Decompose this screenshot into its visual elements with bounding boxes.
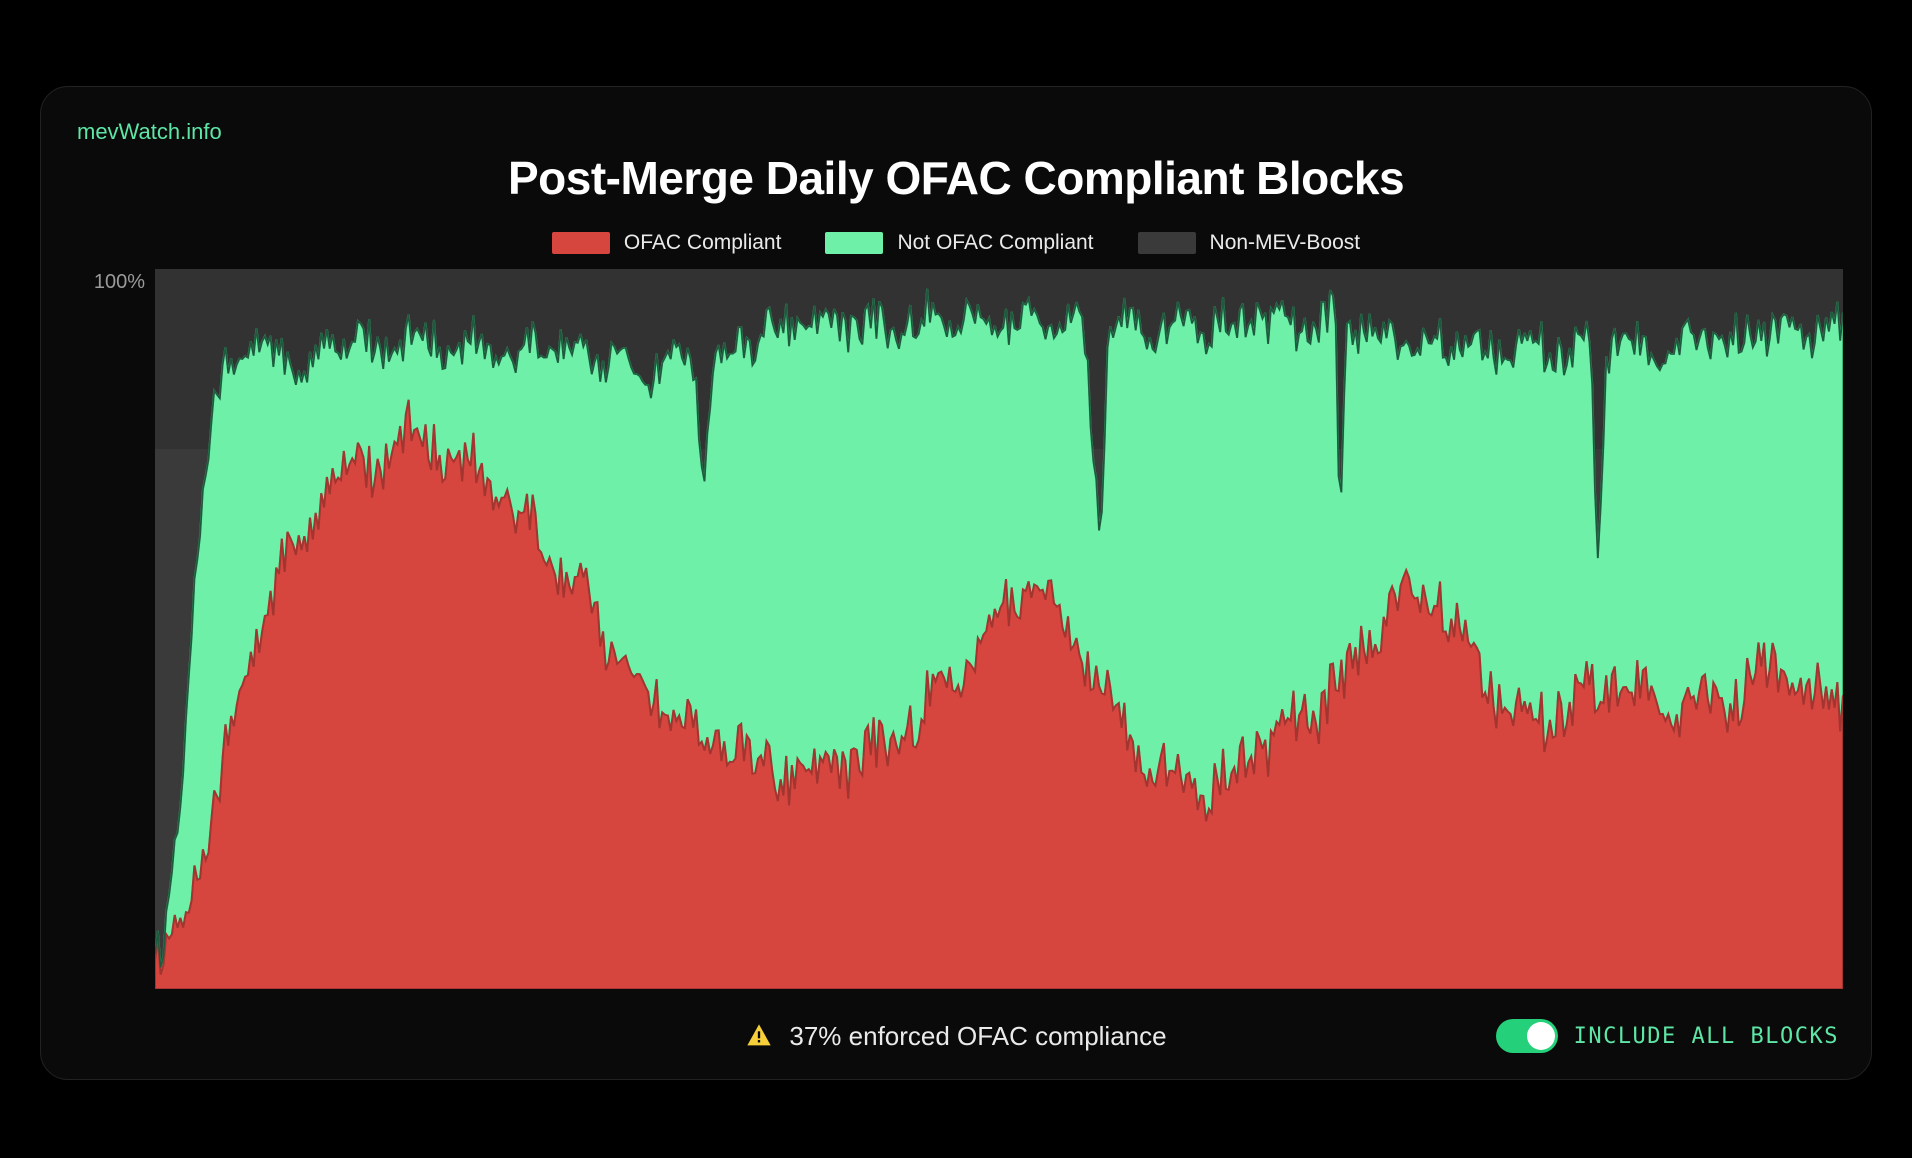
chart-title: Post-Merge Daily OFAC Compliant Blocks — [69, 151, 1843, 205]
include-all-toggle-group: INCLUDE ALL BLOCKS — [1496, 1019, 1839, 1053]
page-root: mevWatch.info Post-Merge Daily OFAC Comp… — [0, 0, 1912, 1158]
legend-item-non-mev[interactable]: Non-MEV-Boost — [1138, 231, 1361, 255]
y-axis-label-top: 100% — [69, 269, 155, 294]
chart-legend: OFAC Compliant Not OFAC Compliant Non-ME… — [69, 231, 1843, 255]
brand-logo[interactable]: mevWatch.info — [69, 115, 1843, 155]
toggle-knob — [1527, 1022, 1555, 1050]
warning-icon — [745, 1022, 773, 1050]
include-all-toggle[interactable] — [1496, 1019, 1558, 1053]
compliance-status-text: 37% enforced OFAC compliance — [789, 1021, 1166, 1052]
legend-item-not-ofac[interactable]: Not OFAC Compliant — [825, 231, 1093, 255]
chart-plot-area[interactable] — [155, 269, 1843, 989]
chart-footer: 37% enforced OFAC compliance INCLUDE ALL… — [69, 1015, 1843, 1057]
legend-label: Non-MEV-Boost — [1210, 231, 1361, 255]
legend-swatch-not-ofac — [825, 232, 883, 254]
toggle-label: INCLUDE ALL BLOCKS — [1574, 1024, 1839, 1049]
compliance-status: 37% enforced OFAC compliance — [745, 1021, 1166, 1052]
legend-item-ofac[interactable]: OFAC Compliant — [552, 231, 782, 255]
stacked-area-chart — [155, 269, 1843, 989]
legend-label: OFAC Compliant — [624, 231, 782, 255]
chart-card: mevWatch.info Post-Merge Daily OFAC Comp… — [40, 86, 1872, 1080]
legend-swatch-ofac — [552, 232, 610, 254]
chart-row: 100% — [69, 269, 1843, 989]
legend-label: Not OFAC Compliant — [897, 231, 1093, 255]
legend-swatch-non-mev — [1138, 232, 1196, 254]
